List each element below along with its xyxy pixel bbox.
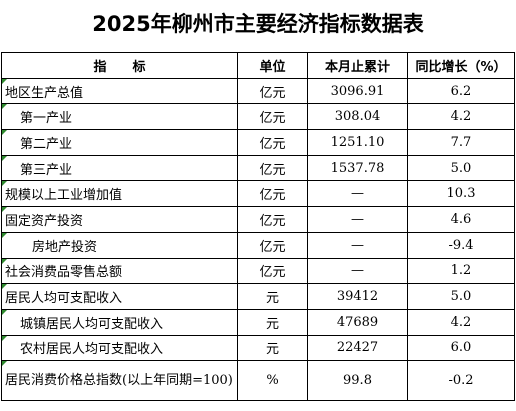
row-name-cell: 农村居民人均可支配收入 — [1, 334, 238, 362]
unit-cell: 亿元 — [237, 206, 308, 233]
row-name-cell: 城镇居民人均可支配收入 — [1, 308, 238, 336]
unit-cell: 元 — [237, 283, 308, 310]
row-name-cell: 第二产业 — [1, 129, 238, 156]
table-row: 地区生产总值 亿元 3096.91 6.2 — [1, 77, 515, 105]
value-cell: — — [307, 180, 408, 208]
value-cell: 1251.10 — [307, 129, 408, 156]
value-cell: — — [307, 257, 408, 285]
yoy-cell: -0.2 — [407, 360, 515, 402]
value-cell: 39412 — [307, 283, 408, 310]
page-title: 2025年柳州市主要经济指标数据表 — [92, 12, 424, 36]
unit-cell: % — [237, 360, 308, 402]
indicator-name: 第二产业 — [20, 136, 73, 152]
indicator-name: 居民消费价格总指数(以上年同期=100) — [5, 372, 233, 388]
value-cell: 47689 — [307, 308, 408, 336]
row-name-cell: 固定资产投资 — [1, 206, 238, 233]
yoy-cell: 7.7 — [407, 129, 515, 156]
cell-marker — [2, 233, 7, 238]
value-cell: 22427 — [307, 334, 408, 362]
unit-cell: 亿元 — [237, 231, 308, 259]
yoy-cell: 6.2 — [407, 77, 515, 105]
row-name-cell: 居民消费价格总指数(以上年同期=100) — [1, 360, 238, 402]
cell-marker — [2, 79, 7, 84]
cell-marker — [2, 336, 7, 341]
row-name-cell: 社会消费品零售总额 — [1, 257, 238, 285]
table-row: 城镇居民人均可支配收入 元 47689 4.2 — [1, 308, 515, 336]
yoy-cell: 10.3 — [407, 180, 515, 208]
unit-cell: 亿元 — [237, 77, 308, 105]
indicator-name: 规模以上工业增加值 — [5, 188, 123, 204]
indicator-name: 地区生产总值 — [5, 85, 84, 101]
cell-marker — [2, 130, 7, 136]
cell-marker — [2, 258, 7, 264]
unit-cell: 亿元 — [237, 103, 308, 131]
value-cell: — — [307, 206, 408, 233]
cell-marker — [2, 156, 7, 161]
unit-cell: 亿元 — [237, 257, 308, 285]
yoy-cell: 5.0 — [407, 283, 515, 310]
table-row: 房地产投资 亿元 — -9.4 — [1, 231, 515, 259]
row-name-cell: 地区生产总值 — [1, 77, 238, 105]
indicator-name: 城镇居民人均可支配收入 — [20, 316, 164, 332]
table-row: 固定资产投资 亿元 — 4.6 — [1, 206, 515, 233]
yoy-cell: 1.2 — [407, 257, 515, 285]
value-cell: 3096.91 — [307, 77, 408, 105]
cell-marker — [2, 207, 7, 213]
header-row: 指 标 单位 本月止累计 同比增长（%） — [1, 52, 515, 79]
table-row: 农村居民人均可支配收入 元 22427 6.0 — [1, 334, 515, 362]
yoy-cell: 5.0 — [407, 154, 515, 182]
yoy-cell: 4.2 — [407, 103, 515, 131]
unit-cell: 元 — [237, 334, 308, 362]
value-cell: 99.8 — [307, 360, 408, 402]
cell-marker — [2, 310, 7, 315]
yoy-cell: -9.4 — [407, 231, 515, 259]
header-monthly-cumulative: 本月止累计 — [307, 52, 408, 79]
row-name-cell: 第三产业 — [1, 154, 238, 182]
table-row: 居民消费价格总指数(以上年同期=100) % 99.8 -0.2 — [1, 360, 515, 402]
unit-cell: 元 — [237, 308, 308, 336]
indicator-name: 第三产业 — [20, 162, 73, 178]
table-row: 第一产业 亿元 308.04 4.2 — [1, 103, 515, 131]
unit-cell: 亿元 — [237, 129, 308, 156]
indicator-table: 指 标 单位 本月止累计 同比增长（%） 地区生产总值 亿元 3096.91 6… — [1, 52, 515, 402]
header-unit: 单位 — [237, 52, 308, 79]
unit-cell: 亿元 — [237, 154, 308, 182]
indicator-name: 第一产业 — [20, 111, 73, 127]
table-row: 第二产业 亿元 1251.10 7.7 — [1, 129, 515, 156]
header-yoy-growth: 同比增长（%） — [407, 52, 515, 79]
indicator-name: 固定资产投资 — [5, 213, 84, 229]
cell-marker — [2, 284, 7, 290]
header-indicator: 指 标 — [1, 52, 238, 79]
yoy-cell: 4.2 — [407, 308, 515, 336]
unit-cell: 亿元 — [237, 180, 308, 208]
cell-marker — [2, 104, 7, 110]
cell-marker — [2, 181, 7, 187]
row-name-cell: 规模以上工业增加值 — [1, 180, 238, 208]
value-cell: 1537.78 — [307, 154, 408, 182]
row-name-cell: 房地产投资 — [1, 231, 238, 259]
row-name-cell: 居民人均可支配收入 — [1, 283, 238, 310]
yoy-cell: 6.0 — [407, 334, 515, 362]
table-row: 第三产业 亿元 1537.78 5.0 — [1, 154, 515, 182]
value-cell: — — [307, 231, 408, 259]
row-name-cell: 第一产业 — [1, 103, 238, 131]
cell-marker — [2, 361, 7, 367]
value-cell: 308.04 — [307, 103, 408, 131]
table-row: 社会消费品零售总额 亿元 — 1.2 — [1, 257, 515, 285]
indicator-name: 居民人均可支配收入 — [5, 291, 123, 307]
indicator-name: 农村居民人均可支配收入 — [20, 342, 164, 358]
indicator-name: 社会消费品零售总额 — [5, 265, 123, 281]
yoy-cell: 4.6 — [407, 206, 515, 233]
table-row: 规模以上工业增加值 亿元 — 10.3 — [1, 180, 515, 208]
indicator-name: 房地产投资 — [32, 239, 98, 255]
table-row: 居民人均可支配收入 元 39412 5.0 — [1, 283, 515, 310]
